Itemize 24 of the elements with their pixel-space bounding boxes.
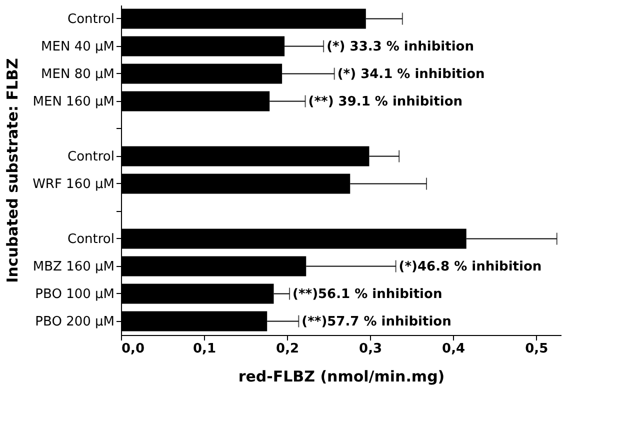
annotation: (*)46.8 % inhibition [398,259,542,274]
y-tick-label: WRF 160 µM [32,176,114,192]
x-tick-label: 0,4 [442,342,466,356]
y-axis-title: Incubated substrate: FLBZ [4,58,22,283]
x-tick-label: 0,0 [122,342,145,356]
annotation: (*) 34.1 % inhibition [337,66,485,82]
y-tick-label: PBO 200 µM [35,314,114,330]
annotation: (*) 33.3 % inhibition [326,39,474,54]
annotation: (**)56.1 % inhibition [292,286,442,302]
y-tick-label: MEN 160 µM [32,94,114,110]
x-tick-label: 0,1 [193,342,216,356]
x-axis-title: red-FLBZ (nmol/min.mg) [238,368,445,386]
y-tick-label: MEN 40 µM [41,39,114,54]
y-tick-label: Control [68,12,114,27]
annotation: (**)57.7 % inhibition [302,314,452,330]
x-tick-label: 0,3 [359,342,382,356]
y-tick-label: Control [68,232,114,247]
annotation: (**) 39.1 % inhibition [308,94,463,110]
x-tick-label: 0,2 [276,342,300,356]
x-tick-label: 0,5 [525,342,548,356]
y-tick-label: Control [68,149,114,164]
y-tick-label: MEN 80 µM [41,66,114,82]
y-tick-label: MBZ 160 µM [32,259,114,274]
y-tick-label: PBO 100 µM [35,286,114,302]
